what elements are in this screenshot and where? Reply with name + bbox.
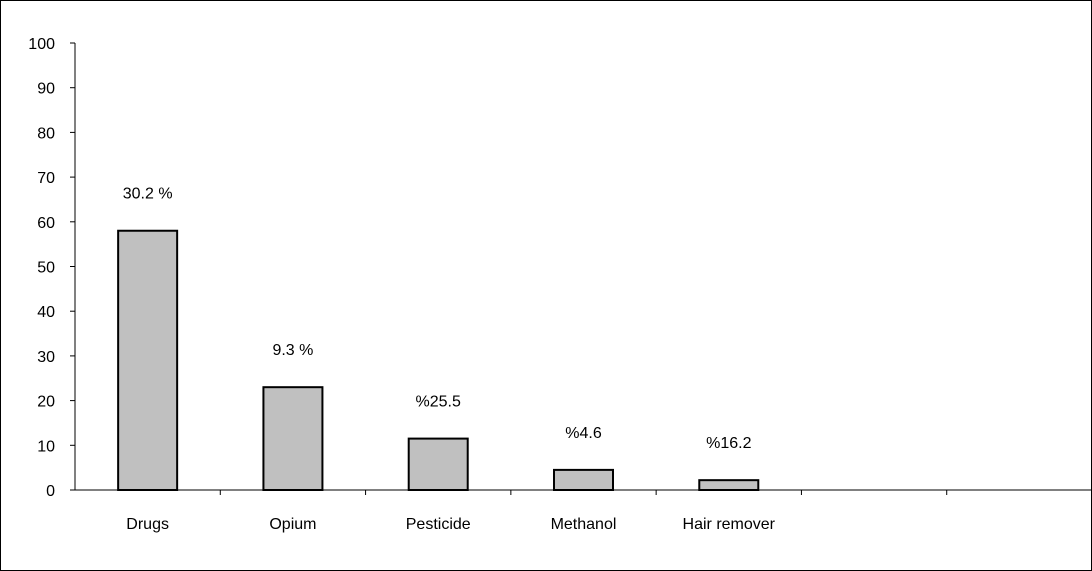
- y-tick-label: 0: [46, 483, 55, 500]
- y-tick-label: 90: [37, 81, 55, 98]
- bar: [698, 479, 760, 491]
- y-tick-label: 60: [37, 215, 55, 232]
- x-axis: Drugs Opium Pesticide Methanol Hair remover: [75, 489, 1092, 533]
- bar: [117, 229, 179, 492]
- bar: [407, 437, 469, 491]
- data-label: %16.2: [706, 435, 751, 452]
- x-tick-label: Drugs: [126, 516, 169, 533]
- y-tick-label: 80: [37, 125, 55, 142]
- data-label: %25.5: [416, 394, 461, 411]
- x-tick-label: Pesticide: [406, 516, 471, 533]
- y-tick-label: 70: [37, 170, 55, 187]
- bar: [262, 386, 324, 491]
- data-label: 30.2 %: [123, 186, 173, 203]
- y-tick-label: 30: [37, 349, 55, 366]
- x-tick-label: Hair remover: [683, 516, 776, 533]
- data-labels: 30.2 % 9.3 % %25.5 %4.6 %16.2: [123, 186, 752, 452]
- y-axis: 0 10 20 30 40 50 60 70 80 90 100: [28, 36, 76, 500]
- y-tick-label: 20: [37, 394, 55, 411]
- x-tick-label: Opium: [269, 516, 316, 533]
- bar: [553, 468, 614, 492]
- data-label: 9.3 %: [272, 342, 313, 359]
- x-tick-label: Methanol: [551, 516, 617, 533]
- y-tick-label: 10: [37, 438, 55, 455]
- y-tick-label: 50: [37, 260, 55, 277]
- y-tick-label: 100: [28, 36, 55, 53]
- bars: [117, 229, 760, 492]
- data-label: %4.6: [565, 425, 602, 442]
- y-tick-label: 40: [37, 304, 55, 321]
